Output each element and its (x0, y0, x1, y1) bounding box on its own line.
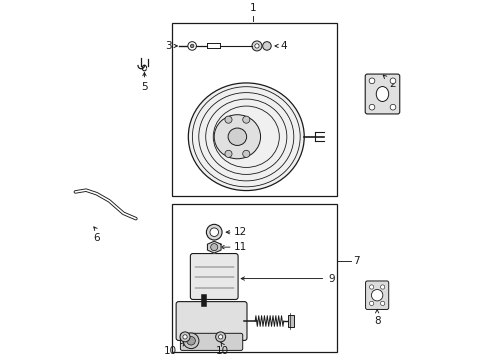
Circle shape (262, 42, 271, 50)
Circle shape (371, 289, 382, 301)
Bar (287, 315, 294, 328)
Ellipse shape (227, 128, 246, 145)
Circle shape (368, 104, 374, 110)
Circle shape (242, 150, 249, 157)
Circle shape (224, 116, 232, 123)
Text: 8: 8 (373, 310, 380, 325)
FancyBboxPatch shape (176, 302, 246, 341)
Circle shape (215, 332, 225, 342)
Bar (171, 23, 336, 195)
Ellipse shape (188, 83, 304, 190)
Text: 12: 12 (233, 227, 246, 237)
Text: 10: 10 (164, 346, 177, 356)
Bar (171, 204, 336, 352)
Circle shape (254, 44, 259, 48)
Circle shape (183, 333, 199, 348)
Text: 11: 11 (233, 242, 246, 252)
Circle shape (389, 104, 395, 110)
Text: 2: 2 (383, 75, 395, 89)
Circle shape (369, 301, 373, 306)
Ellipse shape (375, 86, 388, 102)
Circle shape (183, 335, 187, 339)
Circle shape (209, 228, 218, 237)
Text: 10: 10 (215, 346, 228, 356)
FancyBboxPatch shape (180, 333, 242, 350)
Circle shape (186, 337, 195, 345)
Circle shape (218, 335, 223, 339)
Circle shape (187, 42, 196, 50)
Circle shape (380, 301, 384, 306)
Circle shape (369, 285, 373, 289)
Circle shape (368, 78, 374, 84)
Text: 9: 9 (241, 274, 334, 284)
Text: 3: 3 (164, 41, 171, 51)
Circle shape (380, 285, 384, 289)
FancyBboxPatch shape (365, 281, 388, 310)
Circle shape (190, 44, 194, 48)
Polygon shape (207, 241, 221, 253)
Circle shape (389, 78, 395, 84)
Circle shape (180, 332, 190, 342)
Text: 4: 4 (280, 41, 286, 51)
FancyBboxPatch shape (190, 253, 238, 300)
FancyBboxPatch shape (365, 74, 399, 114)
Text: 6: 6 (93, 233, 100, 243)
Text: 7: 7 (352, 256, 359, 266)
Text: 1: 1 (249, 3, 256, 13)
Circle shape (251, 41, 262, 51)
Text: 5: 5 (141, 82, 147, 92)
Circle shape (242, 116, 249, 123)
Circle shape (206, 224, 222, 240)
Circle shape (224, 150, 232, 157)
Ellipse shape (214, 115, 260, 159)
Circle shape (210, 244, 217, 251)
